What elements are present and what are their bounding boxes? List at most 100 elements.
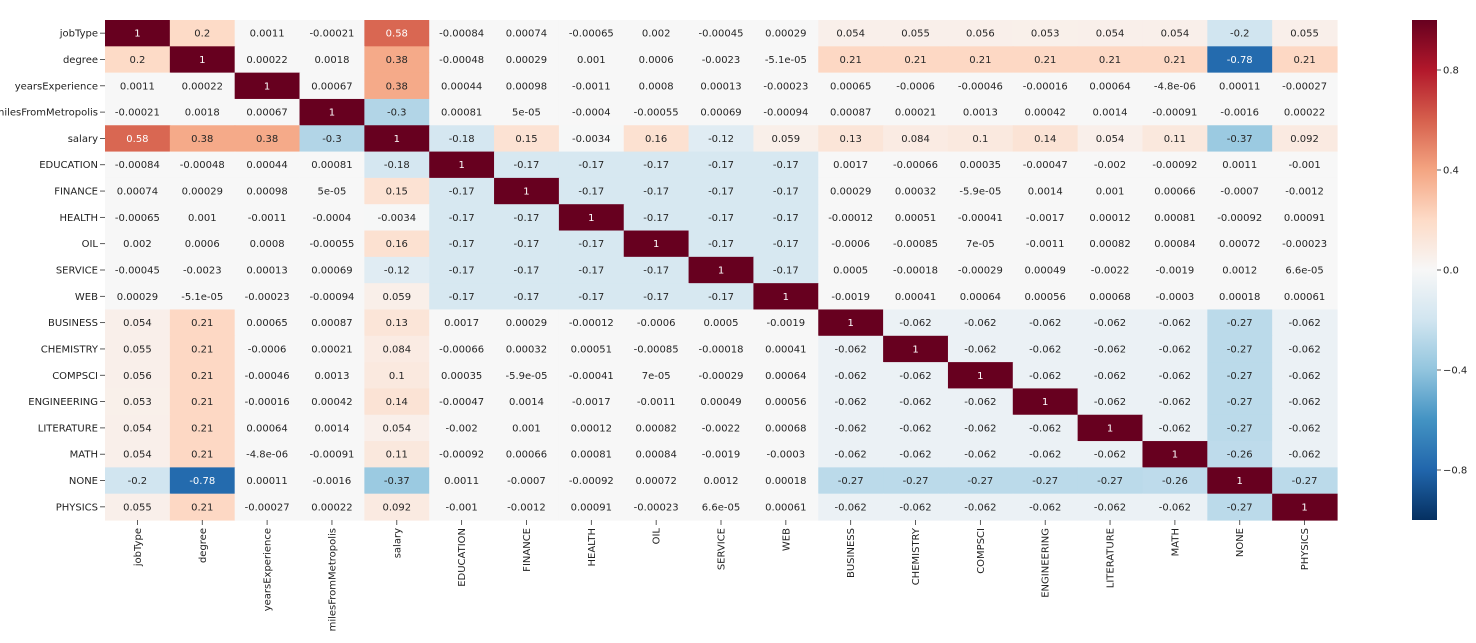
cell-value-label: -0.00091 <box>309 450 354 461</box>
cell-value-label: 0.0011 <box>250 29 285 40</box>
cell-value-label: 0.092 <box>1290 134 1319 145</box>
cell-value-label: -0.062 <box>1288 318 1320 329</box>
heatmap-cell <box>818 20 884 47</box>
heatmap-cell <box>234 283 301 311</box>
heatmap-cell <box>299 283 365 311</box>
cell-value-label: -0.3 <box>322 134 342 145</box>
heatmap-cell <box>1272 20 1338 47</box>
heatmap-cell <box>558 256 625 284</box>
cell-value-label: -0.17 <box>449 266 475 277</box>
heatmap-cell <box>1207 46 1273 74</box>
heatmap-cell <box>753 72 819 100</box>
cell-value-label: 0.00029 <box>506 318 547 329</box>
cell-value-label: 0.00084 <box>1154 239 1195 250</box>
heatmap-cell <box>169 493 236 521</box>
cell-value-label: 0.00065 <box>830 81 871 92</box>
heatmap-cell <box>364 283 430 311</box>
heatmap-cell <box>1012 309 1079 337</box>
cell-value-label: 0.00068 <box>1089 292 1130 303</box>
cell-value-label: -0.26 <box>1227 450 1253 461</box>
cell-value-label: 0.00072 <box>635 476 676 487</box>
cell-value-label: -0.062 <box>1159 318 1191 329</box>
cell-value-label: 7e-05 <box>642 371 671 382</box>
heatmap-cell <box>947 204 1014 232</box>
heatmap-cell <box>753 20 819 47</box>
heatmap-cell <box>558 72 625 100</box>
cell-value-label: 1 <box>134 29 140 40</box>
heatmap-cell <box>1012 125 1079 153</box>
heatmap-cell <box>558 309 625 337</box>
heatmap-cell <box>947 414 1014 442</box>
cell-value-label: 0.0012 <box>704 476 739 487</box>
heatmap-cell <box>947 177 1014 205</box>
cell-value-label: 1 <box>1172 450 1178 461</box>
y-tick-label: degree <box>63 55 98 66</box>
cell-value-label: -0.00029 <box>699 371 744 382</box>
cell-value-label: -0.12 <box>384 266 410 277</box>
heatmap-cell <box>883 98 949 126</box>
cell-value-label: -5.1e-05 <box>181 292 223 303</box>
cell-value-label: -0.17 <box>578 239 604 250</box>
heatmap-cell <box>1142 414 1208 442</box>
cell-value-label: -0.0011 <box>572 81 611 92</box>
heatmap-cell <box>169 46 236 74</box>
cell-value-label: 0.00042 <box>311 397 352 408</box>
heatmap-cell <box>818 98 884 126</box>
heatmap-cell <box>558 151 625 179</box>
cell-value-label: 0.00013 <box>246 266 287 277</box>
heatmap-cell <box>818 151 884 179</box>
heatmap-cell <box>1272 414 1338 442</box>
cell-value-label: -0.00066 <box>439 344 484 355</box>
heatmap-cell <box>623 388 690 416</box>
cell-value-label: 0.053 <box>1031 29 1060 40</box>
heatmap-cell <box>299 204 365 232</box>
y-tick-label: WEB <box>75 292 98 303</box>
cell-value-label: -0.062 <box>835 397 867 408</box>
heatmap-cell <box>623 283 690 311</box>
x-tick-label: milesFromMetropolis <box>327 528 338 631</box>
cell-value-label: -0.062 <box>1029 423 1061 434</box>
heatmap-cell <box>818 230 884 258</box>
cell-value-label: -0.27 <box>1292 476 1318 487</box>
cell-value-label: -0.0006 <box>248 344 287 355</box>
heatmap-cell <box>753 98 819 126</box>
cell-value-label: 0.00067 <box>246 108 287 119</box>
heatmap-cell <box>623 204 690 232</box>
x-tick-label: BUSINESS <box>846 528 857 578</box>
heatmap-cell <box>1272 151 1338 179</box>
heatmap-cell <box>947 125 1014 153</box>
x-tick-label: SERVICE <box>717 528 728 570</box>
cell-value-label: -0.00046 <box>245 371 290 382</box>
heatmap-cell <box>234 335 301 363</box>
heatmap-cell <box>753 151 819 179</box>
cell-value-label: 0.001 <box>1096 187 1125 198</box>
cell-value-label: -0.062 <box>1159 423 1191 434</box>
cell-value-label: -0.00048 <box>439 55 484 66</box>
cell-value-label: -0.27 <box>1227 423 1253 434</box>
heatmap-cell <box>1142 72 1208 100</box>
heatmap-cell <box>1077 467 1144 495</box>
cell-value-label: -0.00018 <box>893 266 938 277</box>
heatmap-cell <box>1077 72 1144 100</box>
cell-value-label: 0.0017 <box>444 318 479 329</box>
heatmap-cell <box>299 177 365 205</box>
cell-value-label: 0.00022 <box>1284 108 1325 119</box>
cell-value-label: 1 <box>977 371 983 382</box>
cell-value-label: -0.062 <box>1159 344 1191 355</box>
heatmap-cell <box>1012 177 1079 205</box>
cell-value-label: 0.00029 <box>830 187 871 198</box>
heatmap-cell <box>234 125 301 153</box>
cell-value-label: 0.21 <box>1164 55 1186 66</box>
heatmap-cell <box>753 204 819 232</box>
cell-value-label: 0.001 <box>512 423 541 434</box>
cell-value-label: -0.062 <box>1094 397 1126 408</box>
cell-value-label: -0.17 <box>643 292 669 303</box>
heatmap-cell <box>1272 256 1338 284</box>
cell-value-label: -0.00065 <box>115 213 160 224</box>
cell-value-label: -0.062 <box>964 450 996 461</box>
heatmap-cell <box>818 467 884 495</box>
cell-value-label: -0.0019 <box>702 450 741 461</box>
heatmap-cell <box>688 414 755 442</box>
cell-value-label: 0.056 <box>966 29 995 40</box>
heatmap-cell <box>688 98 755 126</box>
